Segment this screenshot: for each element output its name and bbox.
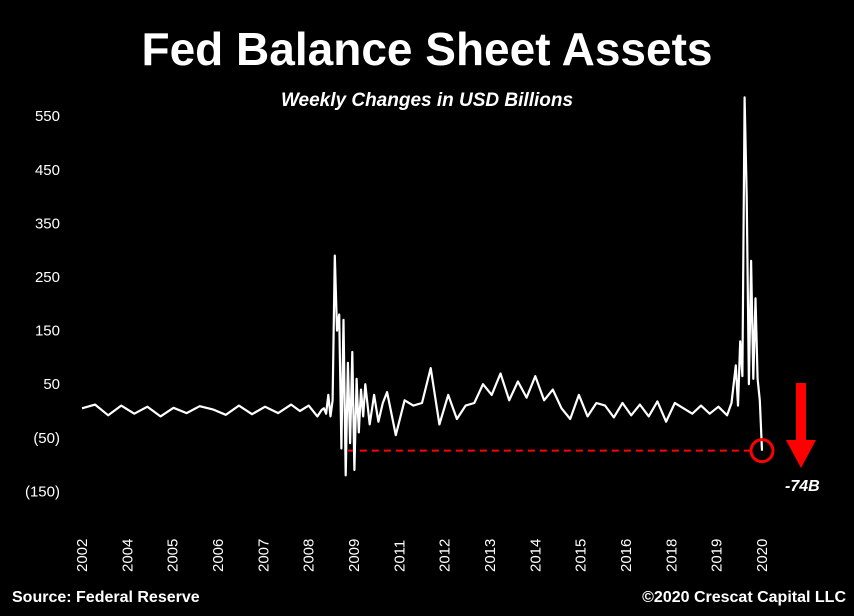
x-tick-label: 2011	[391, 540, 408, 572]
y-axis: 550 450 350 250 150 50 (50) (150)	[25, 108, 60, 500]
x-tick-label: 2015	[573, 539, 590, 572]
y-tick-label: 350	[35, 215, 60, 232]
y-tick-label: (150)	[25, 483, 60, 500]
series-line	[81, 96, 764, 477]
x-tick-label: 2014	[527, 539, 544, 572]
x-tick-label: 2020	[754, 539, 771, 572]
x-tick-label: 2002	[74, 539, 91, 572]
x-tick-label: 2012	[437, 539, 454, 572]
x-tick-label: 2004	[119, 539, 136, 572]
y-tick-label: 550	[35, 108, 60, 125]
y-tick-label: 50	[43, 376, 60, 393]
x-axis: 2002 2004 2005 2006 2007 2008 2009 2011 2012 2013…	[74, 539, 771, 572]
callout-circle	[749, 438, 775, 464]
x-tick-label: 2009	[346, 539, 363, 572]
down-arrow-icon	[786, 383, 816, 468]
chart-title: Fed Balance Sheet Assets	[141, 23, 713, 75]
source-note: Source: Federal Reserve	[12, 589, 200, 606]
x-tick-label: 2007	[255, 539, 272, 572]
x-tick-label: 2019	[709, 539, 726, 572]
x-tick-label: 2005	[165, 539, 182, 572]
x-tick-label: 2018	[663, 539, 680, 572]
callout-label: -74B	[785, 478, 820, 495]
x-tick-label: 2006	[210, 539, 227, 572]
x-tick-label: 2013	[482, 539, 499, 572]
y-tick-label: 150	[35, 323, 60, 340]
y-tick-label: 450	[35, 162, 60, 179]
y-tick-label: (50)	[33, 430, 60, 447]
copyright-note: ©2020 Crescat Capital LLC	[642, 589, 846, 606]
x-tick-label: 2008	[301, 539, 318, 572]
x-tick-label: 2016	[618, 539, 635, 572]
chart-subtitle: Weekly Changes in USD Billions	[280, 90, 574, 111]
y-tick-label: 250	[35, 269, 60, 286]
